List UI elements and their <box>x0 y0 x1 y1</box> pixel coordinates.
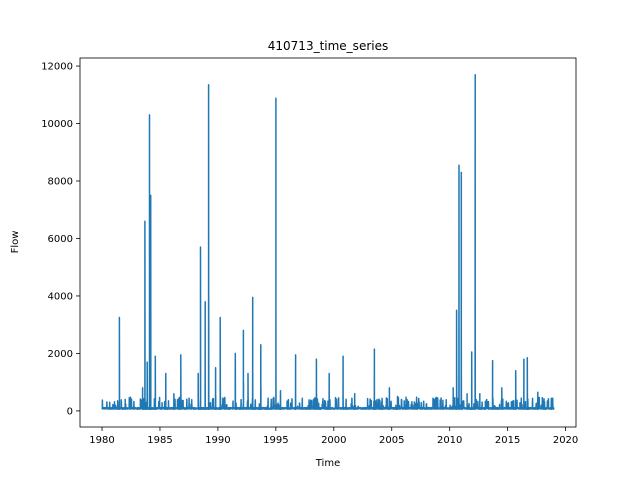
x-tick-label: 2020 <box>553 435 578 446</box>
y-tick-label: 4000 <box>48 291 73 302</box>
y-axis-ticks: 0 2000 4000 6000 8000 10000 12000 <box>41 62 80 417</box>
plot-area <box>79 57 577 428</box>
y-tick-label: 6000 <box>48 234 73 245</box>
x-tick-label: 1990 <box>205 435 230 446</box>
x-tick-label: 1995 <box>263 435 288 446</box>
y-tick-label: 0 <box>67 406 73 417</box>
series-group <box>101 73 555 410</box>
chart-title: 410713_time_series <box>268 39 388 53</box>
y-axis-label: Flow <box>10 231 21 254</box>
x-tick-label: 1985 <box>147 435 172 446</box>
plot-background <box>80 58 576 427</box>
x-tick-label: 1980 <box>89 435 114 446</box>
x-axis-label: Time <box>315 458 340 469</box>
y-tick-label: 10000 <box>41 119 73 130</box>
x-tick-label: 2010 <box>437 435 462 446</box>
x-axis-ticks: 1980 1985 1990 1995 2000 2005 2010 2015 2020 <box>89 427 578 446</box>
x-tick-label: 2005 <box>379 435 404 446</box>
y-tick-label: 2000 <box>48 349 73 360</box>
axes-frame <box>79 57 577 428</box>
x-tick-label: 2015 <box>495 435 520 446</box>
x-tick-label: 2000 <box>321 435 346 446</box>
series-line <box>101 73 555 410</box>
y-tick-label: 8000 <box>48 177 73 188</box>
y-tick-label: 12000 <box>41 62 73 73</box>
